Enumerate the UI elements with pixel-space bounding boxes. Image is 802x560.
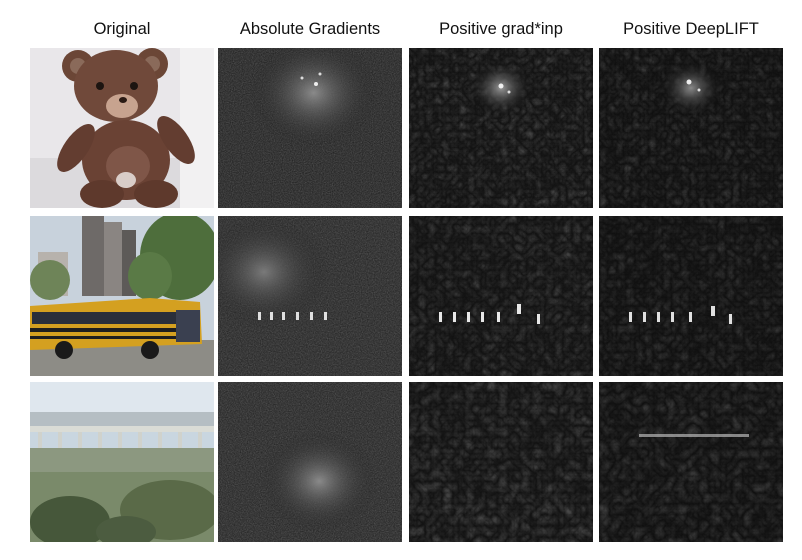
original-image-bridge-landscape xyxy=(30,382,214,542)
column-header-original: Original xyxy=(93,20,151,38)
positive-grad-inp-map-teddy-bear xyxy=(409,48,593,208)
positive-grad-inp-map-bridge-landscape xyxy=(409,382,593,542)
positive-deeplift-map-school-bus xyxy=(599,216,783,376)
original-image-school-bus xyxy=(30,216,214,376)
absolute-gradients-map-school-bus xyxy=(218,216,402,376)
absolute-gradients-map-teddy-bear xyxy=(218,48,402,208)
positive-grad-inp-map-school-bus xyxy=(409,216,593,376)
original-image-teddy-bear xyxy=(30,48,214,208)
column-header-absolute-gradients: Absolute Gradients xyxy=(239,20,381,38)
positive-deeplift-map-teddy-bear xyxy=(599,48,783,208)
positive-deeplift-map-bridge-landscape xyxy=(599,382,783,542)
column-header-positive-deeplift: Positive DeepLIFT xyxy=(623,20,759,38)
column-header-positive-grad-inp: Positive grad*inp xyxy=(439,20,563,38)
absolute-gradients-map-bridge-landscape xyxy=(218,382,402,542)
